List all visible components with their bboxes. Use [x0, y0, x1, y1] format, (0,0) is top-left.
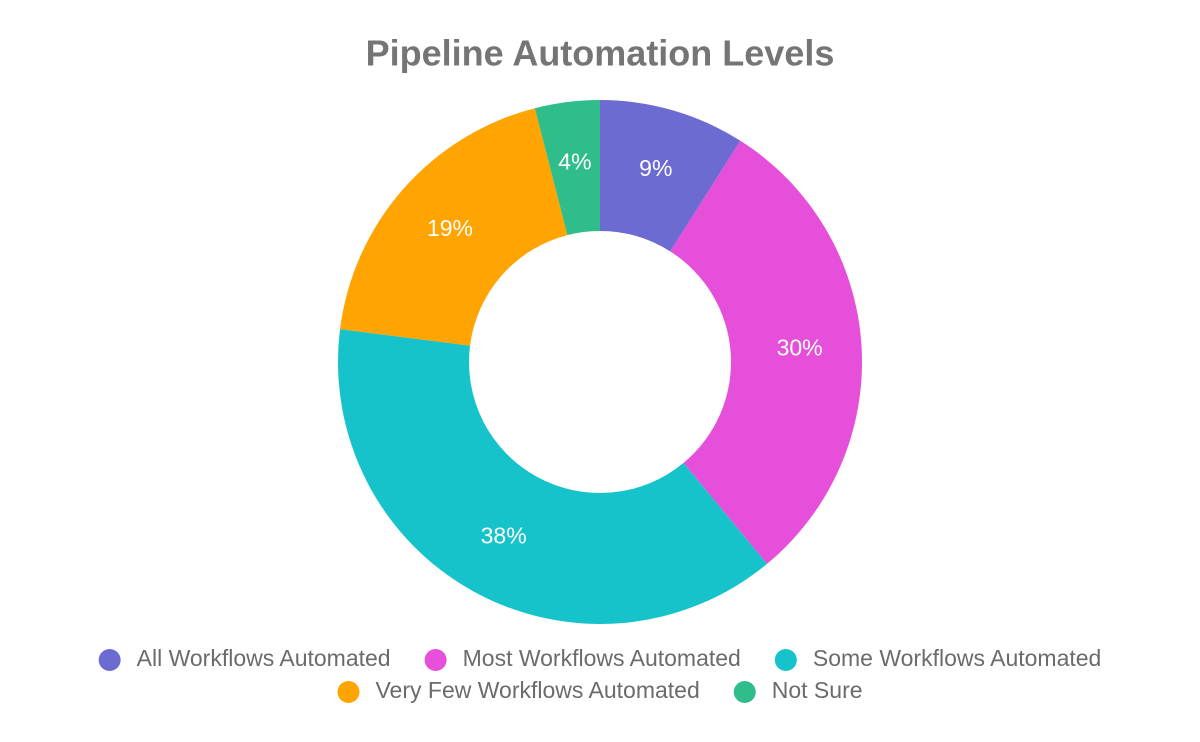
- legend-item: Some Workflows Automated: [774, 645, 1101, 671]
- legend-item: Not Sure: [733, 677, 863, 703]
- slice: [670, 140, 862, 564]
- chart-title: Pipeline Automation Levels: [366, 33, 835, 74]
- legend-text: Some Workflows Automated: [813, 645, 1101, 671]
- legend-swatch: [774, 649, 797, 671]
- slice-label: 19%: [427, 215, 473, 241]
- slice: [340, 108, 568, 346]
- legend-item: Very Few Workflows Automated: [337, 677, 700, 703]
- legend-swatch: [337, 681, 360, 703]
- legend-swatch: [733, 681, 756, 703]
- slice: [534, 100, 600, 236]
- slice-label: 9%: [639, 155, 672, 181]
- legend-swatch: [424, 649, 447, 671]
- slice-label: 38%: [481, 522, 527, 548]
- slice-label: 30%: [777, 335, 823, 361]
- legend-item: All Workflows Automated: [98, 645, 391, 671]
- legend-text: All Workflows Automated: [137, 645, 391, 671]
- slice-label: 4%: [558, 149, 591, 175]
- slice: [338, 329, 768, 624]
- legend-swatch: [98, 649, 121, 671]
- legend-item: Most Workflows Automated: [424, 645, 741, 671]
- slice: [600, 100, 741, 252]
- legend-text: Very Few Workflows Automated: [375, 677, 699, 703]
- legend-text: Most Workflows Automated: [463, 645, 741, 671]
- legend-text: Not Sure: [772, 677, 863, 703]
